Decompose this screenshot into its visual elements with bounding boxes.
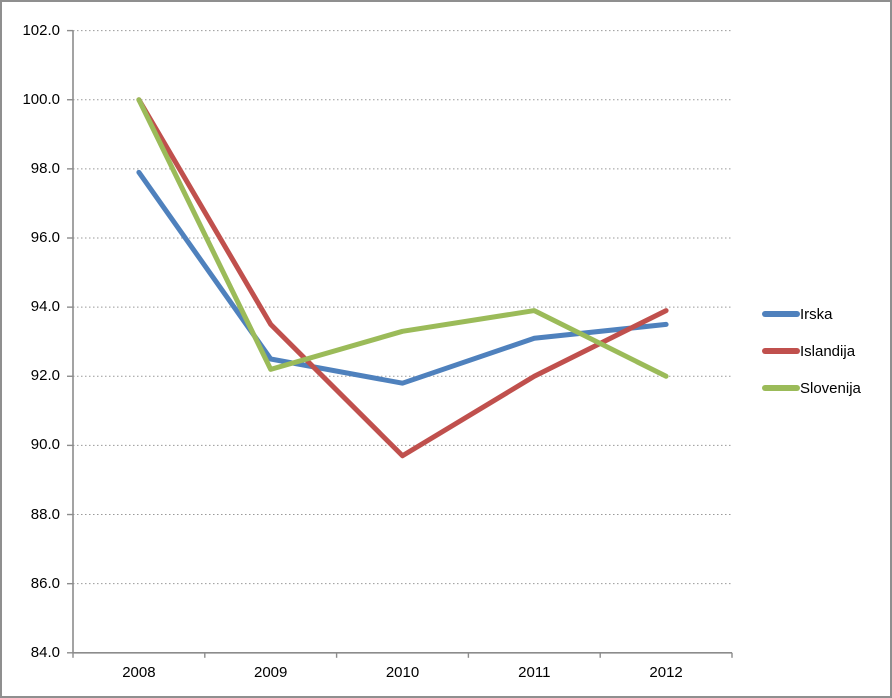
x-axis-tick-label: 2009 [254, 664, 288, 681]
series-line-slovenija [136, 97, 669, 379]
y-axis-tick-label: 90.0 [30, 436, 60, 454]
y-axis-tick-label: 96.0 [30, 229, 60, 246]
y-axis-tick-label: 102.0 [22, 21, 60, 39]
y-axis-tick-label: 94.0 [30, 298, 60, 316]
x-axis-tick-label: 2011 [518, 664, 551, 681]
x-axis-tick-label: 2010 [385, 664, 420, 681]
legend-item-label: Slovenija [800, 379, 861, 397]
series-line-islandija [136, 97, 669, 459]
legend-item-label: Irska [800, 305, 833, 323]
legend-item-slovenija: Slovenija [762, 377, 861, 399]
y-axis-tick-label: 92.0 [30, 367, 60, 385]
y-axis-tick-label: 84.0 [30, 643, 60, 661]
y-axis-tick-label: 88.0 [30, 505, 60, 523]
chart-legend: Irska Islandija Slovenija [762, 303, 861, 399]
legend-item-label: Islandija [800, 342, 856, 360]
x-axis-tick-label: 2008 [122, 664, 156, 681]
legend-line-swatch-icon [762, 311, 800, 317]
legend-item-islandija: Islandija [762, 340, 861, 362]
legend-line-swatch-icon [762, 348, 800, 354]
legend-item-irska: Irska [762, 303, 861, 325]
legend-line-swatch-icon [762, 385, 800, 391]
y-axis-tick-label: 86.0 [30, 574, 60, 592]
y-axis-tick-label: 100.0 [22, 90, 60, 108]
x-axis-tick-label: 2012 [649, 664, 683, 681]
y-axis-tick-label: 98.0 [30, 159, 60, 177]
